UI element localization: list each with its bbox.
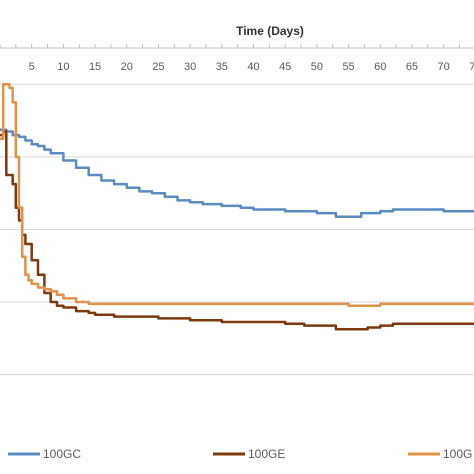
x-tick-label: 20 xyxy=(121,61,133,73)
legend: 100GC 100GE 100G xyxy=(8,447,472,461)
x-tick-label: 55 xyxy=(342,61,354,73)
series-lines xyxy=(0,83,474,331)
x-axis-title: Time (Days) xyxy=(236,24,304,38)
x-tick-label: 15 xyxy=(89,61,101,73)
series-line-100gc xyxy=(0,128,474,219)
x-tick-label: 30 xyxy=(184,61,196,73)
x-tick-label: 60 xyxy=(374,61,386,73)
x-tick-label: 25 xyxy=(152,61,164,73)
legend-label-100ge: 100GE xyxy=(248,447,285,461)
legend-label-100gc: 100GC xyxy=(43,447,81,461)
x-tick-label: 10 xyxy=(57,61,69,73)
x-tick-label: 45 xyxy=(279,61,291,73)
x-tick-label: 40 xyxy=(247,61,259,73)
legend-label-100g: 100G xyxy=(443,447,472,461)
series-line-100ge xyxy=(0,130,474,331)
x-axis: 5 10 15 20 25 30 35 40 45 50 55 60 65 70 75 xyxy=(0,44,474,73)
x-tick-label: 70 xyxy=(438,61,450,73)
x-tick-label: 65 xyxy=(406,61,418,73)
x-tick-label: 75 xyxy=(469,61,474,73)
x-tick-label: 50 xyxy=(311,61,323,73)
series-line-100g xyxy=(0,83,474,307)
x-tick-label: 5 xyxy=(29,61,35,73)
x-tick-label: 35 xyxy=(216,61,228,73)
